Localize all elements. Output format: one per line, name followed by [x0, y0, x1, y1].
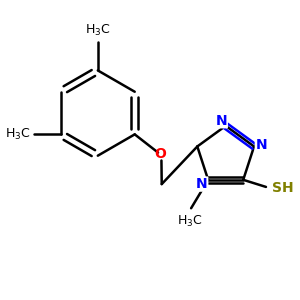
Text: O: O	[154, 147, 166, 161]
Text: H$_3$C: H$_3$C	[177, 214, 203, 229]
Text: H$_3$C: H$_3$C	[5, 127, 31, 142]
Text: N: N	[255, 138, 267, 152]
Text: N: N	[196, 177, 208, 191]
Text: N: N	[216, 114, 227, 128]
Text: H$_3$C: H$_3$C	[85, 22, 111, 38]
Text: SH: SH	[272, 181, 293, 195]
